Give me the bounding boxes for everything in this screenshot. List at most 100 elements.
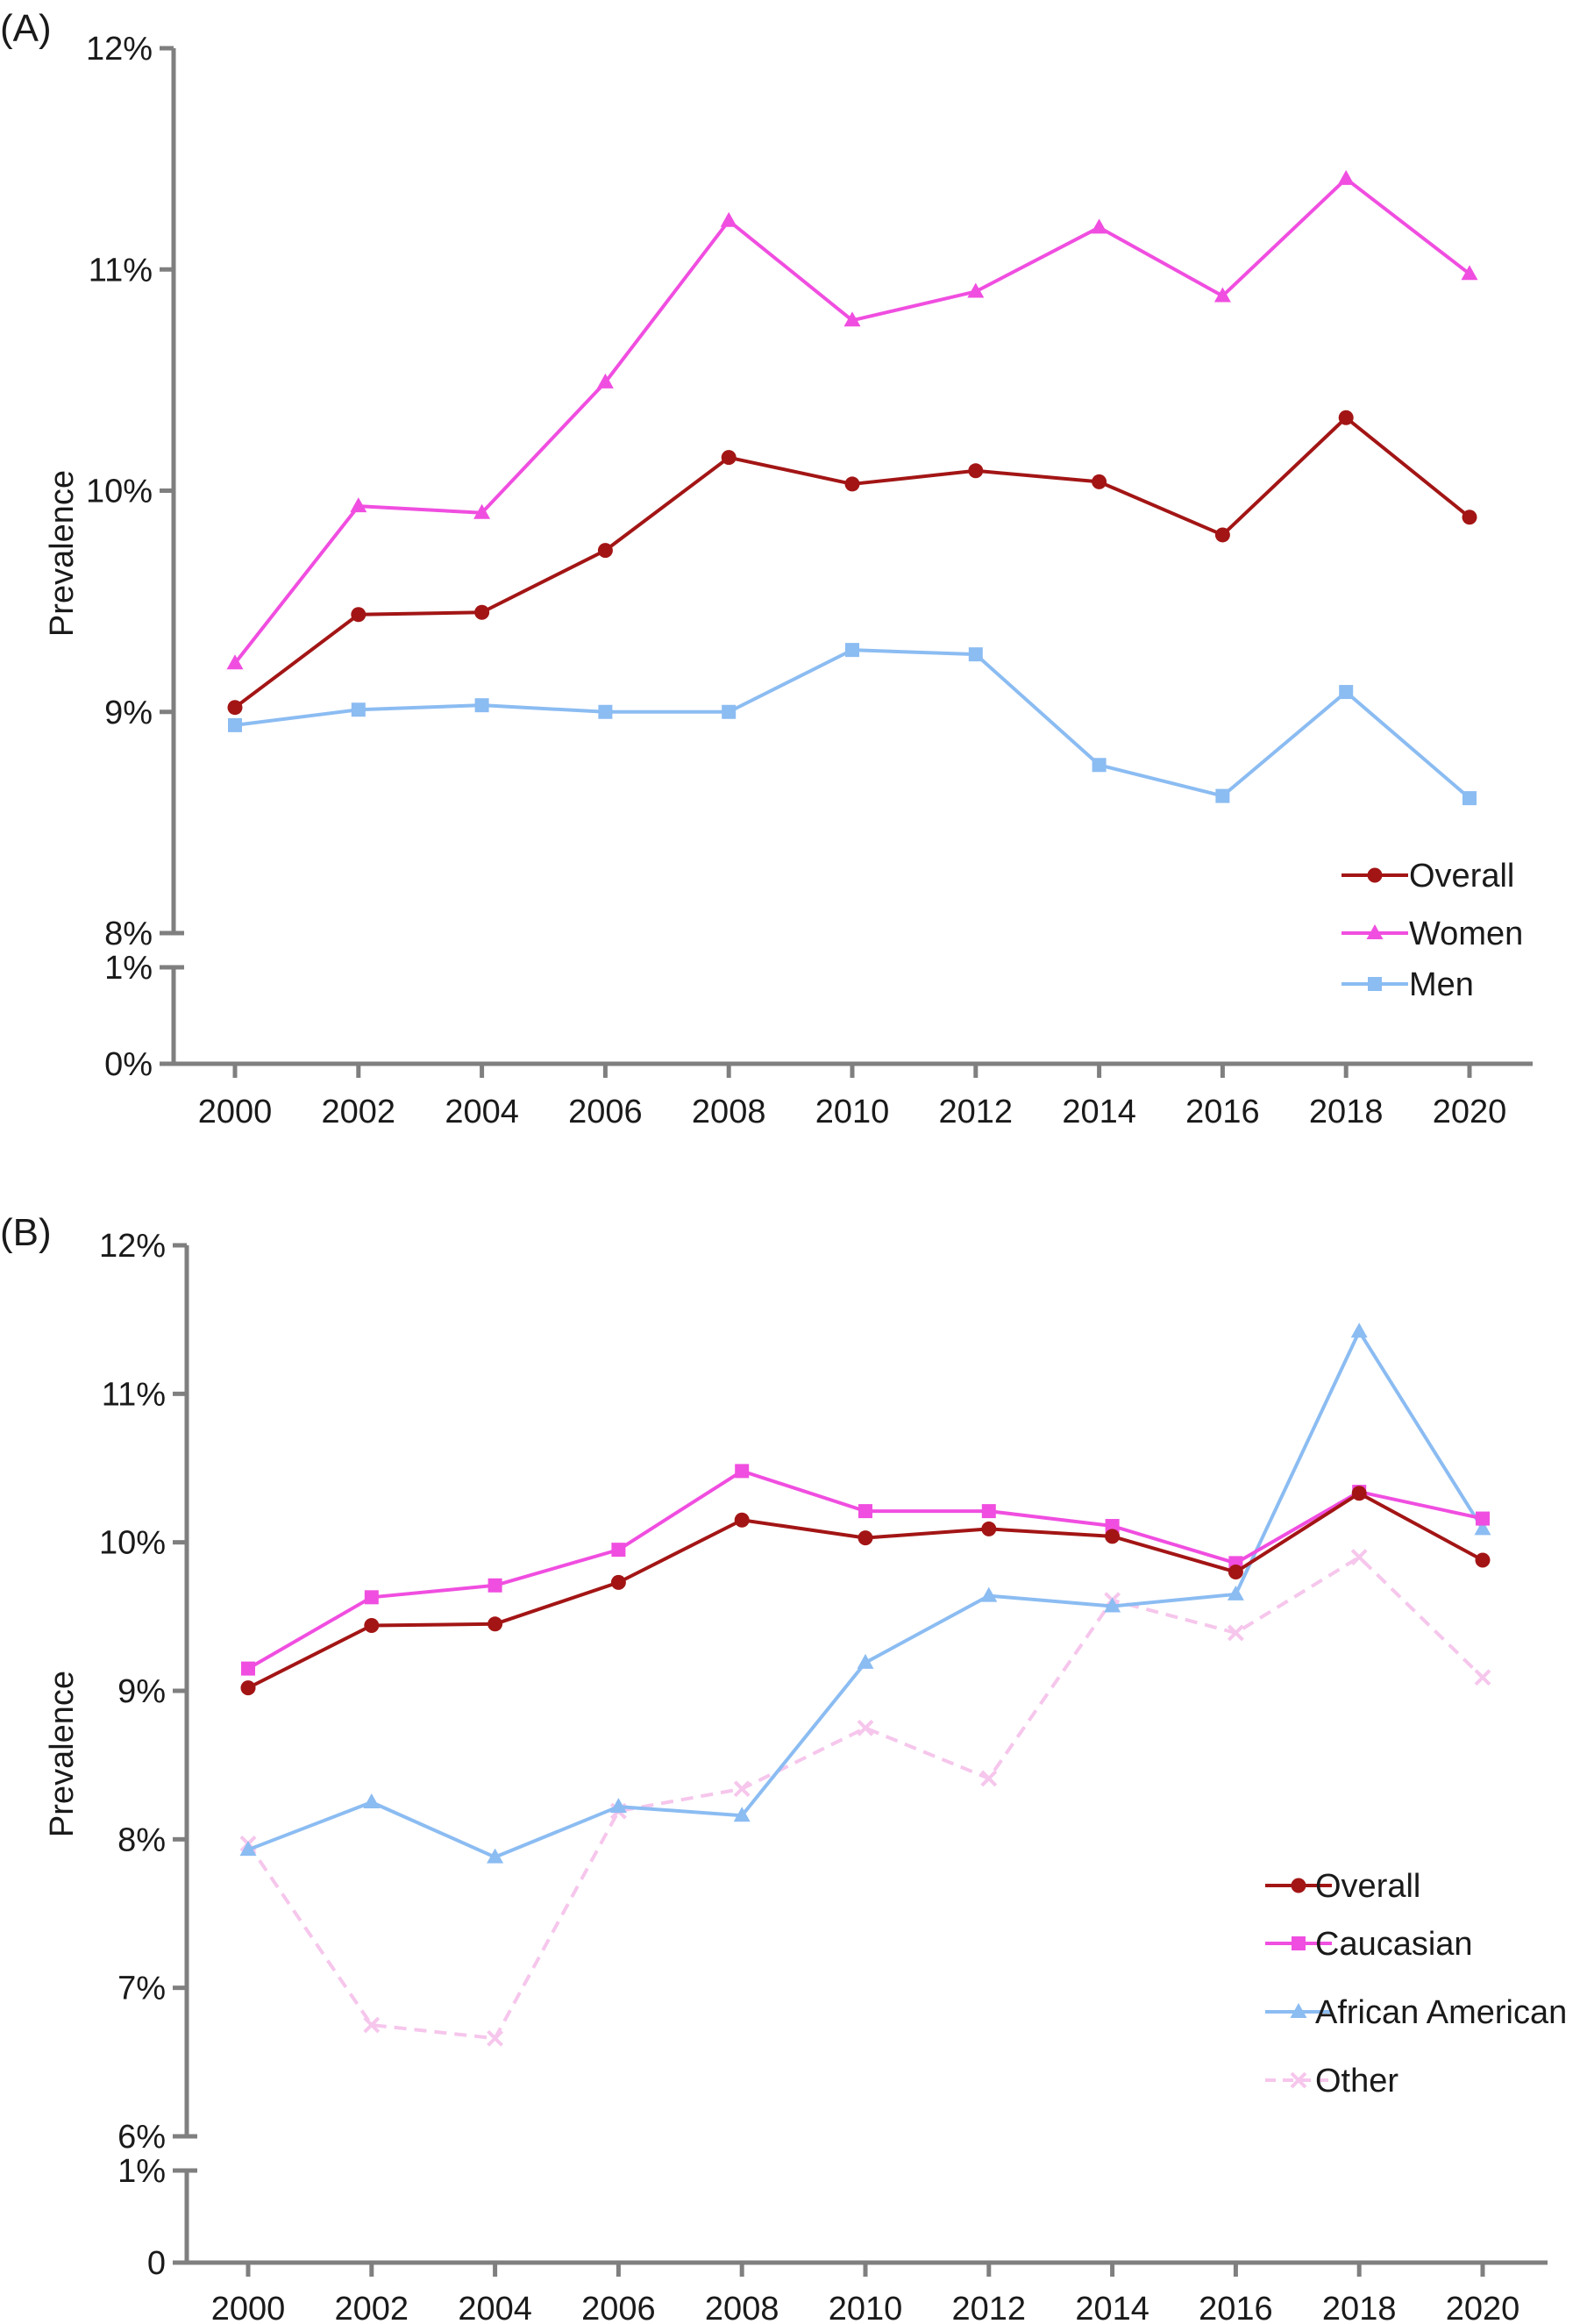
legend-item: Other — [1265, 2063, 1398, 2099]
y-tick-label: 12% — [99, 1228, 166, 1265]
data-point — [487, 1578, 502, 1593]
legend-label: Overall — [1409, 858, 1514, 895]
data-point — [1350, 1322, 1368, 1338]
y-axis-title: Prevalence — [44, 470, 81, 637]
data-point — [610, 1574, 626, 1590]
x-tick-label: 2010 — [829, 2291, 903, 2324]
x-tick-label: 2002 — [335, 2291, 409, 2324]
legend-item: African American — [1265, 1994, 1567, 2031]
series-line — [234, 648, 1471, 800]
y-tick-label: 10% — [86, 474, 153, 510]
legend-label: Other — [1315, 2063, 1398, 2099]
x-tick-label: 2008 — [705, 2291, 779, 2324]
data-point — [1227, 1585, 1244, 1600]
data-point — [845, 643, 859, 658]
series-men — [228, 643, 1477, 806]
data-point — [857, 1719, 874, 1736]
data-point — [1337, 169, 1355, 185]
data-point — [1105, 1529, 1121, 1544]
y-tick-label: 10% — [99, 1525, 166, 1562]
y-tick-label: 12% — [86, 31, 153, 68]
legend-item: Overall — [1341, 858, 1514, 895]
y-tick-label: 6% — [117, 2119, 166, 2156]
data-point — [1351, 1486, 1367, 1501]
data-point — [350, 497, 367, 513]
data-point — [474, 698, 489, 713]
data-point — [1476, 1511, 1490, 1526]
x-tick-label: 2018 — [1322, 2291, 1397, 2324]
data-point — [474, 604, 490, 620]
data-point — [735, 1464, 750, 1479]
legend-label: Caucasian — [1315, 1926, 1473, 1963]
x-tick-label: 2004 — [458, 2291, 532, 2324]
legend-label: Women — [1409, 916, 1523, 952]
data-point — [1461, 265, 1478, 281]
legend-marker — [1291, 1878, 1306, 1893]
y-tick-label: 1% — [117, 2153, 166, 2190]
data-point — [596, 373, 614, 389]
data-point — [240, 1680, 256, 1696]
data-point — [611, 1543, 626, 1558]
legend-marker — [1366, 924, 1384, 939]
legend-marker — [1368, 977, 1382, 991]
series-line — [233, 416, 1471, 709]
data-point — [1475, 1552, 1491, 1568]
data-point — [968, 463, 984, 479]
legend: Overall Women Men — [1341, 858, 1523, 1003]
data-point — [980, 1586, 998, 1602]
y-tick-label: 11% — [102, 1376, 166, 1413]
data-point — [843, 311, 861, 327]
x-tick-label: 2002 — [322, 1094, 396, 1130]
data-point — [473, 503, 491, 519]
data-point — [239, 1841, 257, 1857]
data-point — [968, 647, 983, 662]
data-point — [733, 1780, 751, 1798]
series-women — [226, 169, 1478, 670]
x-tick-label: 2020 — [1446, 2291, 1520, 2324]
series-african-american — [239, 1322, 1491, 1864]
data-point — [1228, 1565, 1243, 1580]
data-point — [364, 1590, 379, 1605]
data-point — [734, 1512, 750, 1528]
data-point — [981, 1504, 996, 1519]
data-point — [487, 2029, 504, 2047]
data-point — [351, 702, 366, 717]
data-point — [364, 1617, 380, 1633]
series-line — [247, 1469, 1484, 1671]
y-tick-label: 11% — [89, 252, 153, 289]
series-overall — [240, 1486, 1491, 1696]
data-point — [363, 1793, 381, 1808]
data-point — [1091, 218, 1108, 234]
x-tick-label: 2014 — [1075, 2291, 1149, 2324]
data-point — [351, 607, 367, 623]
data-point — [1092, 474, 1107, 489]
x-tick-label: 2000 — [198, 1094, 273, 1130]
y-tick-label: 9% — [104, 695, 153, 731]
x-tick-label: 2010 — [815, 1094, 890, 1130]
legend-item: Women — [1341, 916, 1523, 952]
legend-label: African American — [1315, 1994, 1567, 2031]
legend-label: Overall — [1315, 1868, 1420, 1905]
y-axis-title: Prevalence — [44, 1671, 81, 1837]
data-point — [597, 543, 613, 559]
data-point — [1092, 758, 1107, 773]
data-point — [980, 1770, 998, 1787]
x-tick-label: 2016 — [1185, 1094, 1260, 1130]
x-tick-label: 2006 — [568, 1094, 643, 1130]
panel-a: (A) 8% 9% 10% 11% 12% 0% 1% Prevalence 2000 2002 20… — [0, 7, 1533, 1130]
data-point — [1213, 287, 1231, 303]
x-tick-label: 2016 — [1199, 2291, 1273, 2324]
data-point — [967, 282, 985, 298]
data-point — [981, 1521, 997, 1536]
x-tick-label: 2018 — [1309, 1094, 1384, 1130]
legend-item: Caucasian — [1265, 1926, 1473, 1963]
legend-marker — [1367, 867, 1383, 883]
x-tick-label: 2012 — [939, 1094, 1014, 1130]
data-point — [858, 1530, 873, 1546]
data-point — [1214, 527, 1230, 543]
x-tick-label: 2000 — [211, 2291, 286, 2324]
data-point — [857, 1653, 874, 1669]
data-point — [227, 700, 243, 716]
legend-label: Men — [1409, 966, 1474, 1003]
